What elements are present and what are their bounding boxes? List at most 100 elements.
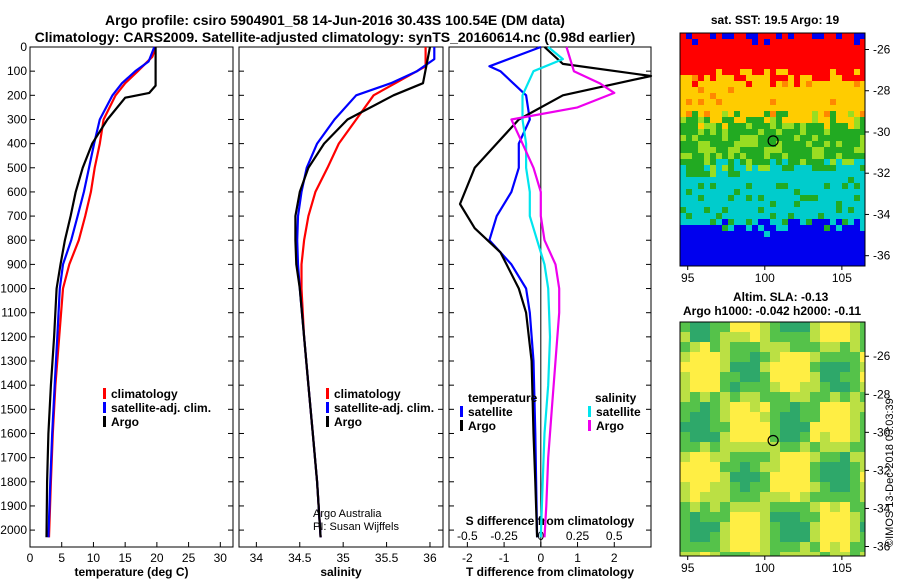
sst_map-cell [800, 129, 806, 135]
sla_map-cell [700, 502, 710, 512]
sla_map-cell [840, 532, 850, 542]
sla_map-cell [680, 502, 690, 512]
sst_map-cell [800, 219, 806, 225]
sla_map-cell [770, 482, 780, 492]
depth-tick-label: 700 [7, 209, 27, 223]
sst_map-cell [734, 237, 740, 243]
sst_map-cell [686, 177, 692, 183]
sst_map-cell [752, 75, 758, 81]
sst_map-cell [698, 99, 704, 105]
sst_map-cell [734, 147, 740, 153]
sst_map-cell [704, 261, 710, 266]
sst_map-cell [794, 45, 800, 51]
sla_map-cell [710, 542, 720, 552]
sla_map-cell [860, 332, 865, 342]
sla_map-cell [800, 332, 810, 342]
sla_map-cell [770, 332, 780, 342]
sla_map-cell [830, 462, 840, 472]
sla_map-cell [830, 442, 840, 452]
sst_map-cell [770, 243, 776, 249]
sst_map-cell [794, 123, 800, 129]
sst_map-cell [710, 213, 716, 219]
sst_map-cell [842, 105, 848, 111]
sst_map-cell [860, 111, 865, 117]
sst_map-cell [752, 201, 758, 207]
sst_map-cell [710, 237, 716, 243]
sst_map-cell [824, 219, 830, 225]
sst_map-cell [722, 219, 728, 225]
sst_map-cell [860, 141, 865, 147]
sst_map-cell [716, 261, 722, 266]
sla_map-cell [750, 332, 760, 342]
sst_map-cell [818, 39, 824, 45]
sla_map-cell [830, 532, 840, 542]
sst_map-cell [704, 249, 710, 255]
sla_map-cell [840, 432, 850, 442]
sst_map-cell [752, 231, 758, 237]
sst_map-cell [842, 171, 848, 177]
sla_map-cell [690, 372, 700, 382]
salinity-xtick-label: 36 [423, 551, 437, 565]
sla_map-cell [760, 392, 770, 402]
sst_map-cell [716, 201, 722, 207]
sst_map-cell [776, 57, 782, 63]
sst_map-cell [716, 39, 722, 45]
sst_map-cell [752, 123, 758, 129]
difference-frame [448, 46, 652, 548]
sst_map-cell [710, 261, 716, 266]
sst_map-cell [704, 87, 710, 93]
sla_map-cell [840, 372, 850, 382]
sla_map-cell [780, 512, 790, 522]
sst_map-cell [800, 225, 806, 231]
sst_map-cell [848, 93, 854, 99]
sst_map-cell [770, 249, 776, 255]
sst_map-cell [794, 153, 800, 159]
sst_map-cell [788, 45, 794, 51]
sst_map-cell [722, 69, 728, 75]
sst_map-cell [812, 123, 818, 129]
sla_map-cell [770, 442, 780, 452]
sla_map-cell [690, 492, 700, 502]
sst_map-cell [740, 105, 746, 111]
sla_map-cell [760, 342, 770, 352]
sst_map-cell [800, 111, 806, 117]
sst_map-cell [728, 75, 734, 81]
sla_map-argo-marker [767, 434, 779, 447]
sla_map-cell [730, 522, 740, 532]
salinity-xtick-label: 35 [336, 551, 350, 565]
sla_map-cell [830, 502, 840, 512]
depth-tick-label: 0 [20, 40, 27, 54]
sst_map-cell [770, 99, 776, 105]
sla_map-cell [800, 392, 810, 402]
sst_map-cell [860, 51, 865, 57]
sla_map-cell [770, 492, 780, 502]
sst_map-cell [764, 135, 770, 141]
sst_map-cell [830, 243, 836, 249]
sla_map-cell [730, 552, 740, 556]
sst_map-cell [836, 237, 842, 243]
sst_map-cell [764, 69, 770, 75]
sst_map-cell [710, 99, 716, 105]
sst_map-cell [794, 81, 800, 87]
sla_map-cell [680, 452, 690, 462]
sst_map-cell [704, 57, 710, 63]
sst_map-cell [860, 87, 865, 93]
sla_map-cell [860, 512, 865, 522]
sla_map-cell [700, 442, 710, 452]
sla_map-cell [790, 412, 800, 422]
sst_map-cell [770, 69, 776, 75]
sla_map-cell [700, 352, 710, 362]
sst_map-cell [716, 111, 722, 117]
sla_map-cell [710, 402, 720, 412]
sla_map-cell [820, 472, 830, 482]
sst_map-cell [770, 195, 776, 201]
sla_map-xtick-label: 95 [681, 561, 695, 575]
sst_map-cell [794, 165, 800, 171]
sst_map-cell [680, 225, 686, 231]
sst_map-cell [776, 93, 782, 99]
difference-xtick-label: 1 [574, 551, 581, 565]
sst_map-cell [824, 129, 830, 135]
sla_map-cell [840, 462, 850, 472]
sst_map-cell [848, 213, 854, 219]
sst_map-cell [818, 177, 824, 183]
